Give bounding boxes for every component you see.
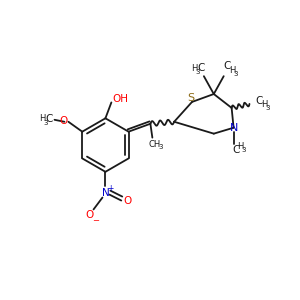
Text: H: H <box>261 100 268 109</box>
Text: C: C <box>256 96 263 106</box>
Text: −: − <box>92 216 99 225</box>
Text: C: C <box>46 114 53 124</box>
Text: N: N <box>230 123 238 133</box>
Text: O: O <box>85 210 94 220</box>
Text: 3: 3 <box>158 143 163 149</box>
Text: C: C <box>232 146 239 155</box>
Text: O: O <box>123 196 131 206</box>
Text: 3: 3 <box>241 148 246 154</box>
Text: CH: CH <box>148 140 160 149</box>
Text: 3: 3 <box>265 105 269 111</box>
Text: +: + <box>107 184 114 193</box>
Text: C: C <box>223 61 230 71</box>
Text: 3: 3 <box>196 69 200 75</box>
Text: H: H <box>39 114 46 123</box>
Text: H: H <box>230 66 236 75</box>
Text: O: O <box>59 116 68 126</box>
Text: 3: 3 <box>43 120 48 126</box>
Text: 3: 3 <box>233 71 238 77</box>
Text: H: H <box>191 64 197 73</box>
Text: S: S <box>188 93 195 103</box>
Text: N: N <box>101 188 109 198</box>
Text: OH: OH <box>112 94 128 104</box>
Text: H: H <box>237 142 244 151</box>
Text: C: C <box>197 63 205 73</box>
